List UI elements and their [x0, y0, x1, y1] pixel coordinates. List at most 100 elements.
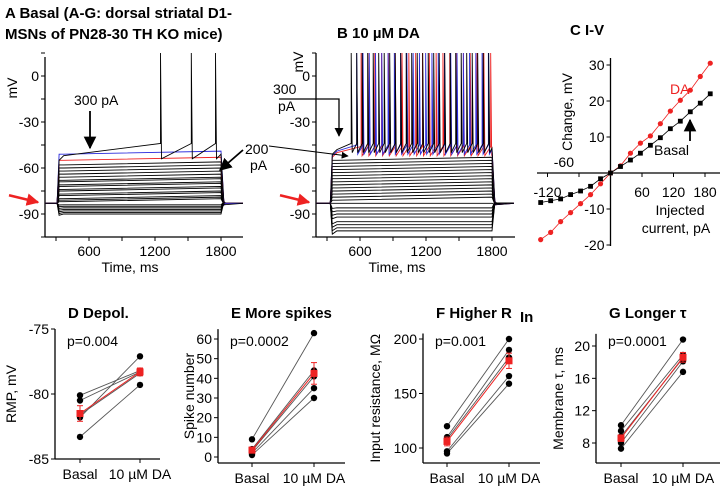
- x-tick-label: 600: [348, 243, 372, 259]
- data-point-da: [548, 229, 554, 235]
- data-point-basal: [538, 200, 544, 205]
- basal-point: [76, 397, 84, 404]
- mean-point: [76, 410, 84, 417]
- x-axis-label: Injected: [655, 202, 704, 218]
- y-axis-label: mV: [4, 77, 20, 99]
- trace: [316, 200, 514, 229]
- label-300-unit: pA: [278, 98, 296, 114]
- arrow-icon: [219, 149, 244, 171]
- panel-b-title: B 10 µM DA: [337, 25, 420, 42]
- label-200pa-unit: pA: [250, 157, 268, 173]
- trace: [45, 200, 243, 213]
- data-point-basal: [628, 157, 633, 163]
- y-tick-label: 60: [196, 331, 212, 347]
- spiking-trace: [45, 52, 244, 206]
- panel-title: D Depol.: [68, 305, 129, 322]
- pair-line: [620, 361, 684, 444]
- y-axis-label: Membrane τ, ms: [550, 347, 566, 450]
- da-point: [505, 346, 513, 354]
- da-point: [505, 372, 513, 380]
- y-tick-label: -20: [584, 237, 604, 253]
- resting-potential-label: -60: [554, 154, 574, 170]
- y-tick-label: 12: [574, 403, 590, 419]
- p-value: p=0.0002: [230, 333, 289, 349]
- basal-point: [617, 427, 625, 435]
- data-point-basal: [608, 170, 613, 176]
- trace: [316, 200, 514, 216]
- data-point-da: [647, 133, 654, 139]
- y-tick-label: -10: [584, 201, 604, 217]
- y-axis-label: Spike number: [181, 353, 197, 440]
- y-axis-label: RMP, mV: [3, 364, 19, 423]
- y-tick-label: 0: [302, 68, 310, 84]
- pair-line: [251, 332, 315, 440]
- legend-da: DA: [670, 81, 690, 97]
- trace: [316, 187, 514, 206]
- trace: [316, 202, 514, 206]
- da-point: [136, 353, 144, 360]
- da-point: [505, 335, 513, 343]
- y-tick-label: 20: [589, 93, 605, 109]
- panel-title: E More spikes: [231, 305, 332, 322]
- resting-potential-arrow-icon: [8, 193, 40, 206]
- y-tick-label: -80: [29, 386, 49, 402]
- spiking-trace: [316, 52, 515, 206]
- da-point: [310, 329, 318, 337]
- x-tick-label: 1200: [139, 243, 170, 259]
- y-tick-label: 0: [31, 68, 39, 84]
- basal-point: [443, 450, 451, 457]
- pair-line: [79, 372, 141, 416]
- panel-f-resistance: 100 150 200 Basal 10 µM DA F Higher R In p=0.00…: [367, 305, 541, 486]
- pair-line: [446, 383, 510, 454]
- basal-point: [617, 445, 625, 452]
- data-point-da: [667, 108, 673, 114]
- da-point: [679, 336, 687, 343]
- basal-point: [617, 422, 625, 429]
- data-point-da: [637, 140, 644, 146]
- y-axis-label: Change, mV: [559, 72, 575, 150]
- data-point-da: [568, 210, 574, 216]
- x-tick-label: 180: [693, 184, 717, 200]
- panel-a-title-line2: MSNs of PN28-30 TH KO mice): [5, 26, 223, 43]
- data-point-basal: [657, 135, 663, 141]
- panel-title: F Higher R: [436, 305, 512, 322]
- legend-basal: Basal: [654, 142, 689, 158]
- category-label: 10 µM DA: [478, 470, 541, 486]
- p-value: p=0.004: [67, 333, 118, 349]
- x-tick-label: 1800: [205, 243, 236, 259]
- category-label: Basal: [429, 470, 464, 486]
- p-value: p=0.001: [435, 333, 486, 349]
- y-tick-label: -85: [29, 451, 49, 467]
- mean-point: [248, 446, 256, 454]
- panel-b-da-traces: 0 -30 -60 -90 600 1200 1800 Time, ms mV B 10 µM D…: [245, 25, 515, 275]
- y-axis-label: mV: [290, 51, 306, 73]
- pair-line: [446, 375, 510, 452]
- y-tick-label: 8: [582, 435, 590, 451]
- mean-point: [617, 434, 625, 442]
- basal-point: [76, 392, 84, 399]
- y-tick-label: -90: [290, 206, 310, 222]
- mean-point: [310, 369, 318, 377]
- x-tick-label: -120: [533, 184, 561, 200]
- mean-line: [620, 357, 684, 439]
- y-tick-label: 40: [196, 370, 212, 386]
- da-point: [310, 394, 318, 402]
- category-label: Basal: [603, 470, 638, 486]
- mean-line: [251, 373, 315, 451]
- panel-a-title: A Basal (A-G: dorsal striatal D1-: [5, 5, 232, 22]
- pair-line: [620, 339, 684, 426]
- data-point-basal: [548, 198, 554, 204]
- data-point-basal: [677, 118, 683, 124]
- pair-line: [79, 384, 141, 438]
- p-value: p=0.0001: [608, 333, 667, 349]
- trace: [316, 200, 514, 236]
- title-subscript: In: [520, 309, 533, 326]
- trace: [316, 178, 514, 206]
- panel-c-iv-plot: C I-V 30 20 10 -10 -20 -120 60 120 180 -60 Change, …: [533, 22, 720, 253]
- y-tick-label: -30: [290, 114, 310, 130]
- da-point: [505, 380, 513, 387]
- pair-line: [251, 387, 315, 454]
- pair-line: [251, 397, 315, 456]
- data-point-basal: [558, 196, 564, 202]
- y-tick-label: 30: [196, 390, 212, 406]
